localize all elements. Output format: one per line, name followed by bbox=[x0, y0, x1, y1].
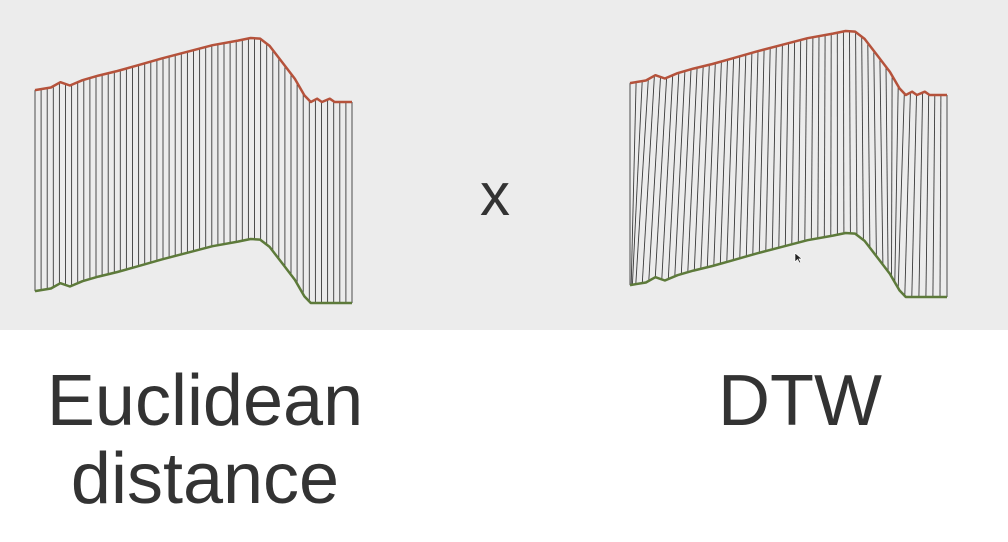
dtw-connector bbox=[726, 58, 735, 263]
dtw-connector bbox=[939, 94, 942, 298]
dtw-connector bbox=[631, 81, 643, 285]
dtw-connector bbox=[765, 47, 771, 252]
dtw-connector bbox=[661, 75, 674, 280]
dtw-bottom-series bbox=[629, 231, 947, 299]
dtw-connector bbox=[823, 34, 826, 238]
dtw-connector bbox=[879, 58, 884, 265]
dtw-connector bbox=[758, 49, 765, 253]
dtw-connector bbox=[693, 66, 704, 271]
dtw-connector bbox=[891, 75, 893, 277]
dtw-connector bbox=[667, 72, 680, 280]
dtw-connector bbox=[804, 38, 808, 241]
versus-mark: x bbox=[480, 161, 510, 228]
dtw-connector bbox=[732, 56, 741, 261]
dtw-connector bbox=[797, 39, 802, 243]
dtw-connector bbox=[641, 75, 655, 284]
dtw-connector bbox=[778, 44, 783, 248]
diagram-canvas bbox=[34, 29, 948, 305]
dtw-connector bbox=[861, 36, 864, 241]
dtw-connector bbox=[784, 43, 789, 247]
dtw-connector bbox=[810, 37, 814, 240]
dtw-connector bbox=[674, 71, 686, 277]
dtw-connector bbox=[904, 92, 911, 297]
euclidean-bottom-series bbox=[34, 237, 352, 305]
dtw-connector bbox=[855, 31, 858, 236]
dtw-connector bbox=[791, 41, 796, 245]
dtw-connector bbox=[849, 31, 851, 234]
euclidean-distance-caption: Euclidean distance bbox=[10, 362, 400, 518]
euclidean-connectors bbox=[34, 38, 353, 303]
dtw-connector bbox=[654, 77, 668, 278]
dtw-connector bbox=[817, 36, 820, 239]
dtw-connector bbox=[897, 93, 905, 289]
dtw-connector bbox=[706, 63, 716, 268]
dtw-connector bbox=[911, 94, 917, 298]
dtw-connector bbox=[680, 69, 692, 275]
dtw-connector bbox=[771, 46, 777, 250]
dtw-connector bbox=[925, 94, 930, 298]
dtw-connector bbox=[630, 82, 637, 285]
dtw-connector bbox=[932, 94, 936, 298]
comparison-panel bbox=[0, 0, 1008, 330]
euclidean-caption-line-1: Euclidean bbox=[46, 361, 364, 441]
dtw-connector bbox=[648, 76, 661, 281]
dtw-connector bbox=[745, 52, 753, 257]
dtw-connector bbox=[885, 66, 889, 272]
euclidean-top-series bbox=[34, 36, 352, 104]
dtw-top-series bbox=[629, 29, 947, 97]
dtw-caption: DTW bbox=[718, 361, 882, 441]
dtw-connector bbox=[842, 31, 845, 234]
dtw-connector bbox=[873, 50, 877, 257]
dtw-connector bbox=[635, 79, 649, 285]
dtw-connector bbox=[739, 54, 747, 259]
dtw-connector bbox=[918, 92, 924, 298]
dtw-connector bbox=[700, 64, 710, 269]
euclidean-caption-line-2: distance bbox=[70, 439, 340, 519]
dtw-connector bbox=[713, 61, 722, 266]
dtw-connector bbox=[894, 86, 899, 283]
dtw-connectors bbox=[629, 31, 948, 298]
dtw-diagram bbox=[629, 29, 948, 299]
dtw-connector bbox=[867, 42, 871, 248]
dtw-connector bbox=[719, 59, 728, 264]
euclidean-diagram bbox=[34, 36, 353, 305]
mouse-pointer-icon bbox=[794, 252, 803, 264]
dtw-connector bbox=[752, 51, 759, 255]
dtw-connector bbox=[687, 67, 698, 273]
